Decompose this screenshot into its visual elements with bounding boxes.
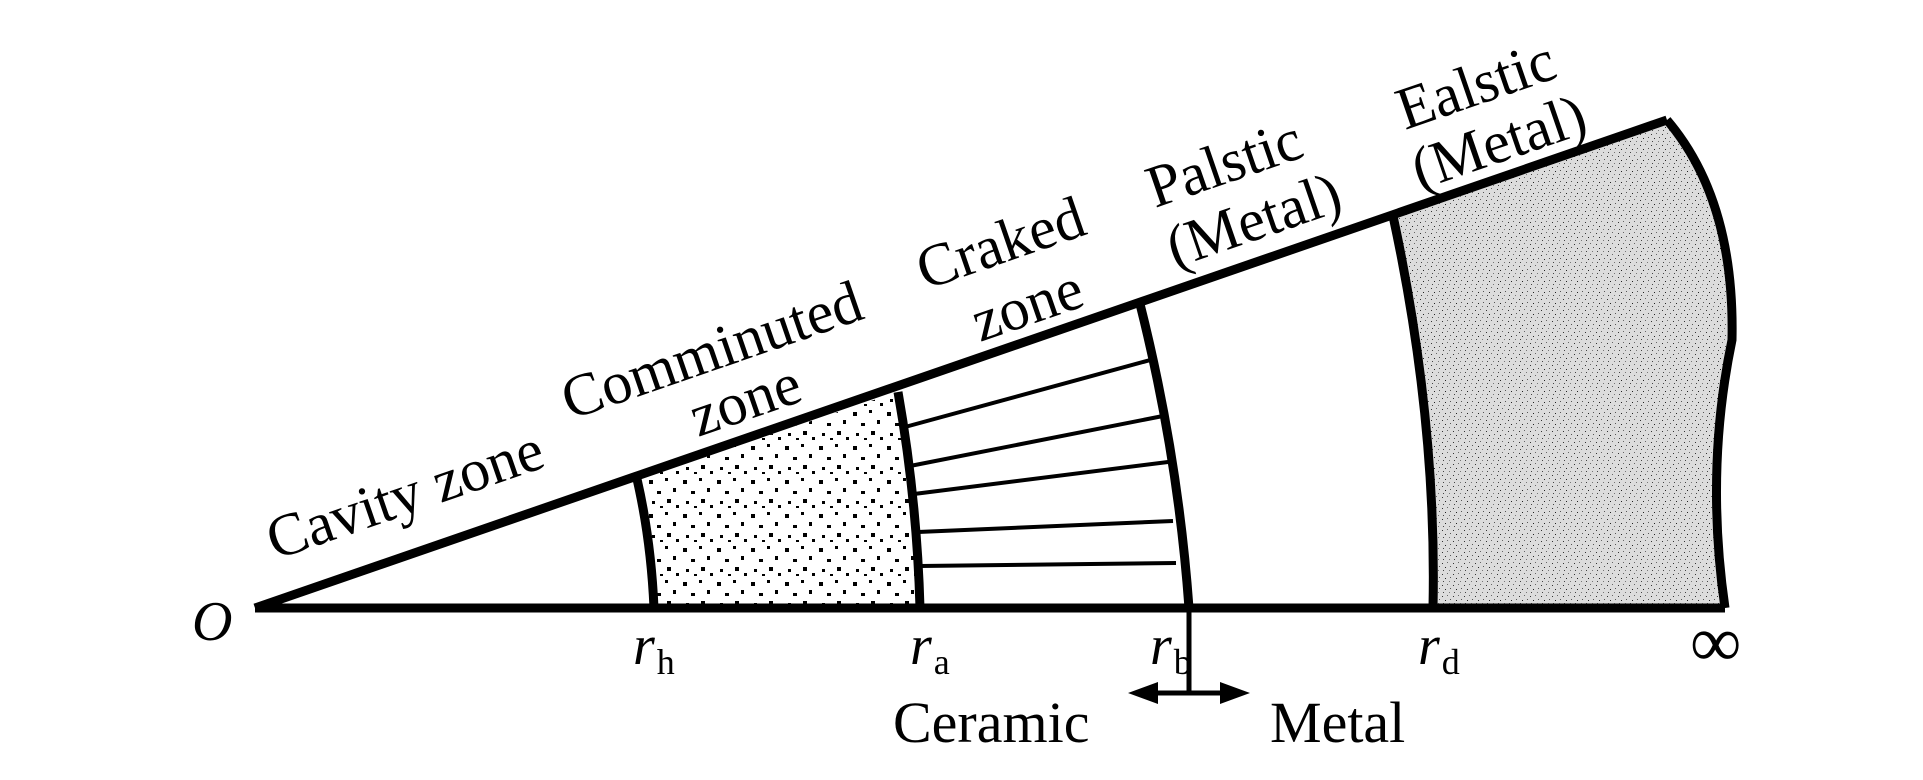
ceramic-label: Ceramic (893, 690, 1089, 755)
radius-label-rd: rd (1418, 615, 1460, 682)
right-arrow-icon (1220, 682, 1250, 704)
radius-label-ra: ra (910, 615, 950, 682)
left-arrow-icon (1128, 682, 1158, 704)
boundary-rb (1135, 302, 1194, 609)
crack-lines (904, 357, 1177, 568)
boundary-rd (1388, 215, 1438, 609)
comminuted-zone-fill (637, 392, 920, 608)
radius-label-rh: rh (633, 615, 675, 682)
metal-label: Metal (1270, 690, 1405, 755)
boundary-ra (893, 391, 925, 609)
zone-boundaries (632, 215, 1438, 609)
infinity-label: ∞ (1690, 602, 1741, 682)
cavity-zone-label: Cavity zone (258, 416, 552, 572)
boundary-rh (632, 477, 659, 609)
wedge-outline (253, 115, 1737, 613)
radius-label-rb: rb (1150, 615, 1192, 682)
origin-label: O (192, 591, 232, 653)
elastic-zone-fill (1393, 120, 1733, 608)
interface-marker (1128, 608, 1250, 704)
